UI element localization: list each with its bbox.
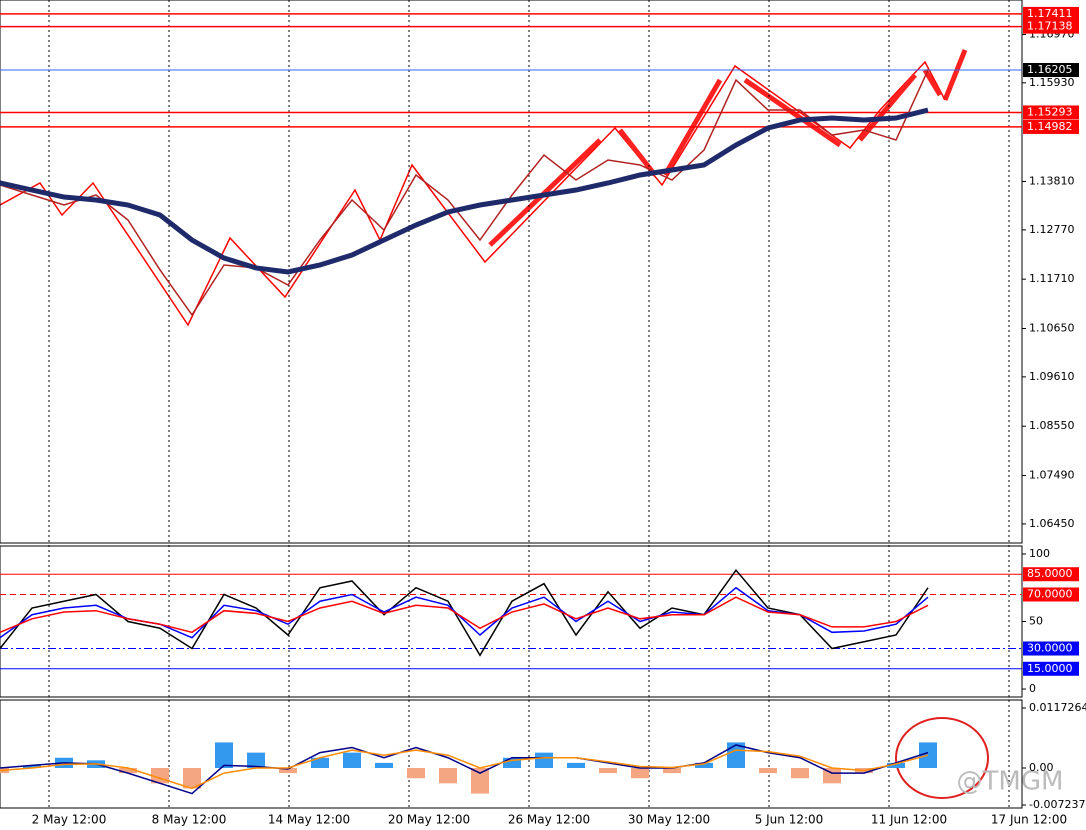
y-tick-label: 1.11710 <box>1029 272 1075 285</box>
series-line <box>0 596 929 634</box>
panel-frame <box>0 699 1023 809</box>
series-line <box>0 107 929 275</box>
histogram-bar <box>311 757 329 768</box>
y-tick-label: 100 <box>1029 547 1050 560</box>
level-label: 1.16205 <box>1027 63 1073 76</box>
series-line <box>0 749 929 790</box>
level-label-box <box>1023 105 1079 120</box>
histogram-bar <box>183 767 201 789</box>
y-tick-label: 0 <box>1029 682 1036 695</box>
y-tick-label: 0.00 <box>1029 761 1054 774</box>
histogram-bar <box>631 767 649 779</box>
x-tick-label: 20 May 12:00 <box>388 813 470 827</box>
y-tick-label: 1.12770 <box>1029 223 1075 236</box>
histogram-bar <box>119 767 137 774</box>
watermark: @TMGM <box>957 767 1064 797</box>
histogram-bar <box>599 767 617 774</box>
y-tick-label: 1.15930 <box>1029 76 1075 89</box>
y-tick-label: 50 <box>1029 615 1043 628</box>
level-label: 1.17138 <box>1027 20 1073 33</box>
level-label-box <box>1023 119 1079 134</box>
level-label-box <box>1023 587 1079 602</box>
panel-frame <box>0 0 1023 544</box>
y-tick-label: 1.10650 <box>1029 321 1075 334</box>
x-tick-label: 30 May 12:00 <box>628 813 710 827</box>
y-tick-label: -0.0072378 <box>1029 798 1086 811</box>
level-label: 1.15293 <box>1027 105 1073 118</box>
level-label: 15.0000 <box>1027 662 1073 675</box>
histogram-bar <box>439 767 457 784</box>
histogram-bar <box>23 765 41 768</box>
y-tick-label: 1.08550 <box>1029 419 1075 432</box>
histogram-bar <box>567 762 585 768</box>
histogram-bar <box>407 767 425 779</box>
y-tick-label: 1.13810 <box>1029 174 1075 187</box>
level-label: 1.17411 <box>1027 7 1073 20</box>
histogram-bar <box>471 767 489 794</box>
x-tick-label: 2 May 12:00 <box>32 813 107 827</box>
x-tick-label: 8 May 12:00 <box>152 813 227 827</box>
level-label-box <box>1023 661 1079 676</box>
x-tick-label: 14 May 12:00 <box>268 813 350 827</box>
histogram-bar <box>759 767 777 774</box>
series-line <box>0 568 929 657</box>
histogram-bar <box>503 757 521 768</box>
level-label: 70.0000 <box>1027 587 1073 600</box>
histogram-bar <box>727 742 745 768</box>
level-label-box <box>1023 19 1079 34</box>
level-label: 30.0000 <box>1027 642 1073 655</box>
y-tick-label: 0.0117264 <box>1029 701 1086 714</box>
histogram-bar <box>823 767 841 784</box>
level-label-box <box>1023 567 1079 582</box>
level-label-box <box>1023 63 1079 78</box>
histogram-bar <box>535 752 553 768</box>
x-tick-label: 17 Jun 12:00 <box>991 813 1067 827</box>
series-line <box>0 744 929 795</box>
highlight-circle <box>895 717 989 799</box>
histogram-bar <box>663 767 681 774</box>
histogram-bar <box>695 762 713 768</box>
y-tick-label: 1.06450 <box>1029 517 1075 530</box>
y-tick-label: 1.09610 <box>1029 370 1075 383</box>
histogram-bar <box>247 752 265 768</box>
x-tick-label: 5 Jun 12:00 <box>755 813 824 827</box>
histogram-bar <box>215 742 233 768</box>
histogram-bar <box>791 767 809 779</box>
x-tick-label: 26 May 12:00 <box>508 813 590 827</box>
y-tick-label: 1.07490 <box>1029 469 1075 482</box>
level-label-box <box>1023 641 1079 656</box>
histogram-bar <box>343 752 361 768</box>
series-line <box>0 69 929 317</box>
level-label: 1.14982 <box>1027 120 1073 133</box>
histogram-bar <box>375 762 393 768</box>
histogram-bar <box>279 767 297 774</box>
level-label-box <box>1023 6 1079 21</box>
histogram-bar <box>887 762 905 768</box>
x-tick-label: 11 Jun 12:00 <box>871 813 947 827</box>
level-label: 85.0000 <box>1027 567 1073 580</box>
